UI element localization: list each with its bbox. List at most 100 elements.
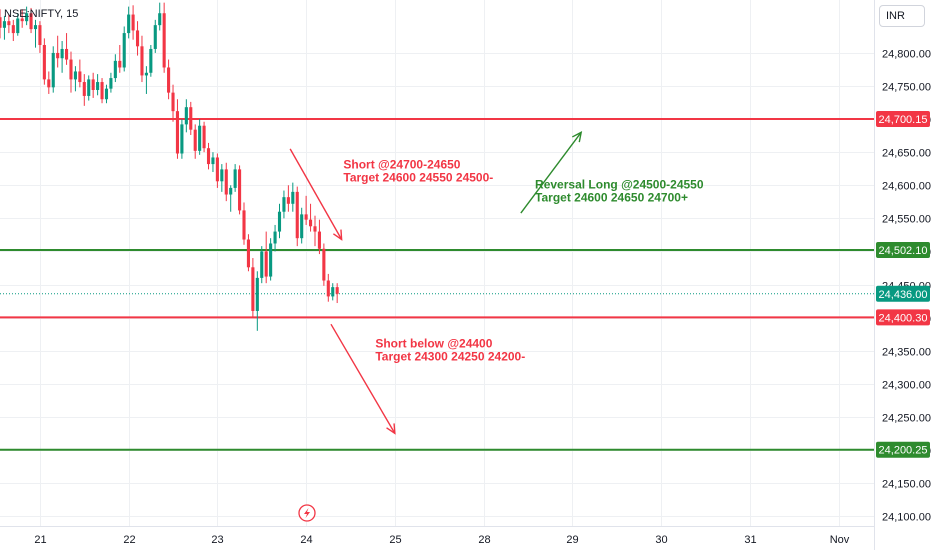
x-tick-label: 24: [300, 534, 312, 546]
candle-body: [322, 248, 326, 281]
annotation-text[interactable]: Short @24700-24650 Target 24600 24550 245…: [343, 158, 493, 185]
y-tick-label: 24,100.00: [882, 512, 931, 524]
trend-arrow[interactable]: [289, 148, 343, 241]
candle-body: [282, 197, 286, 212]
candle-body: [11, 25, 15, 34]
y-tick-label: 24,650.00: [882, 148, 931, 160]
candle-body: [87, 79, 91, 96]
candle-body: [38, 25, 42, 45]
candle-body: [317, 231, 321, 249]
candle-body: [69, 59, 73, 80]
candle-body: [300, 214, 304, 239]
x-tick-label: Nov: [830, 534, 850, 546]
candle-body: [251, 267, 255, 311]
candle-body: [291, 191, 295, 204]
time-axis[interactable]: 21 22 23 24 25 28 29 30 31 Nov: [34, 534, 849, 546]
arrow-shaft: [520, 131, 582, 214]
level-badge-label: 24,700.15: [879, 114, 928, 126]
symbol-label[interactable]: NSE:NIFTY, 15: [4, 8, 79, 20]
candle-body: [47, 79, 51, 88]
trend-arrows[interactable]: [289, 131, 583, 435]
annotation-line: Target 24300 24250 24200-: [375, 349, 525, 363]
annotation-line: Short below @24400: [375, 336, 492, 350]
level-badge-label: 24,502.10: [879, 245, 928, 257]
candle-body: [198, 125, 202, 151]
candle-body: [171, 92, 175, 112]
candle-body: [193, 129, 197, 151]
candle-body: [309, 219, 313, 227]
candle-body: [162, 13, 166, 68]
y-tick-label: 24,600.00: [882, 181, 931, 193]
candle-body: [260, 251, 264, 278]
annotation-line: Reversal Long @24500-24550: [535, 178, 704, 192]
candle-body: [286, 197, 290, 204]
annotation-line: Target 24600 24550 24500-: [343, 171, 493, 185]
trend-arrow[interactable]: [330, 323, 396, 435]
last-price-label: 24,436.00: [879, 289, 928, 301]
candle-body: [109, 78, 113, 89]
level-badge: [876, 242, 930, 259]
candle-body: [233, 169, 237, 188]
candle-body: [104, 88, 109, 100]
arrow-shaft: [289, 148, 343, 240]
candle-body: [100, 82, 104, 100]
candle-body: [269, 243, 273, 277]
x-tick-label: 23: [211, 534, 223, 546]
x-tick-label: 25: [389, 534, 401, 546]
candle-body: [153, 25, 157, 49]
candle-body: [25, 13, 29, 22]
candles: [0, 2, 339, 331]
candle-body: [229, 187, 233, 195]
annotations[interactable]: Short @24700-24650 Target 24600 24550 245…: [343, 158, 703, 364]
x-tick-label: 28: [478, 534, 490, 546]
arrow-head: [571, 131, 583, 143]
candle-body: [82, 82, 86, 96]
annotation-text[interactable]: Short below @24400 Target 24300 24250 242…: [375, 336, 525, 363]
price-axis[interactable]: 24,800.0024,750.0024,700.0024,650.0024,6…: [882, 49, 931, 524]
x-tick-label: 22: [123, 534, 135, 546]
arrow-head: [332, 229, 343, 241]
candle-body: [73, 71, 77, 80]
last-price-badge: [876, 285, 930, 302]
y-tick-label: 24,350.00: [882, 347, 931, 359]
candle-body: [220, 169, 224, 182]
candle-body: [91, 79, 95, 90]
level-badge-label: 24,400.30: [879, 312, 928, 324]
x-tick-label: 29: [566, 534, 578, 546]
candle-body: [135, 30, 140, 47]
level-badge: [876, 441, 930, 458]
candle-body: [118, 60, 122, 68]
currency-button[interactable]: INR: [879, 5, 925, 27]
level-badge: [876, 110, 930, 127]
candle-body: [96, 82, 100, 90]
x-tick-label: 30: [655, 534, 667, 546]
annotation-line: Target 24600 24650 24700+: [535, 191, 688, 205]
y-tick-label: 24,800.00: [882, 49, 931, 61]
candle-body: [42, 44, 46, 80]
candle-body: [202, 125, 206, 149]
candle-body: [184, 107, 188, 125]
grid-lines: [0, 0, 874, 526]
candle-body: [33, 25, 38, 30]
candle-body: [140, 46, 144, 76]
lightning-icon[interactable]: [298, 504, 316, 522]
candle-body: [238, 169, 242, 211]
horizontal-levels[interactable]: [0, 117, 874, 451]
y-tick-label: 24,550.00: [882, 214, 931, 226]
x-tick-label: 31: [744, 534, 756, 546]
candle-body: [127, 14, 131, 34]
candle-body: [149, 48, 153, 73]
candle-body: [51, 52, 55, 88]
candle-body: [277, 211, 282, 232]
arrow-shaft: [330, 323, 396, 434]
annotation-line: Short @24700-24650: [343, 158, 460, 172]
candle-body: [295, 191, 299, 239]
candle-body: [29, 13, 33, 30]
candle-body: [122, 33, 126, 68]
level-badge: [876, 309, 930, 326]
candle-body: [167, 67, 171, 93]
annotation-text[interactable]: Reversal Long @24500-24550 Target 24600 2…: [535, 178, 704, 205]
candle-body: [64, 48, 69, 60]
trend-arrow[interactable]: [520, 131, 583, 214]
